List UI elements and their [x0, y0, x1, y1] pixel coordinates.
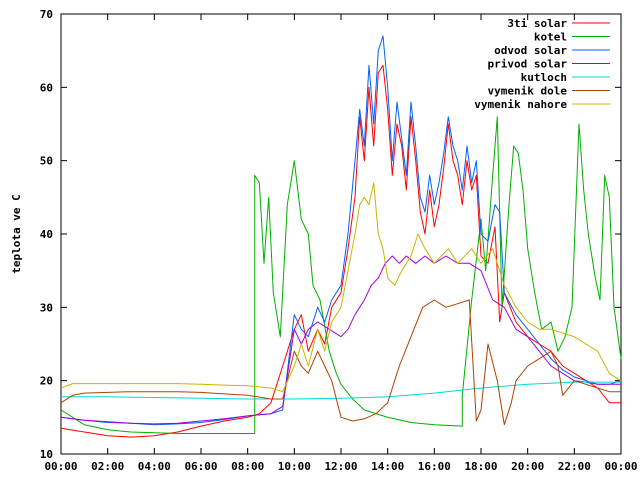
x-tick-label: 10:00 [278, 460, 311, 473]
series-line-vymenik-nahore [60, 182, 622, 393]
x-tick-label: 04:00 [138, 460, 171, 473]
y-tick-label: 50 [40, 155, 53, 168]
y-tick-label: 70 [40, 8, 53, 21]
legend-label: odvod solar [494, 44, 567, 57]
series-line-kotel [60, 116, 622, 434]
y-tick-label: 30 [40, 301, 53, 314]
y-axis-title: teplota ve C [10, 194, 23, 273]
x-tick-label: 08:00 [231, 460, 264, 473]
y-tick-label: 60 [40, 81, 53, 94]
x-tick-label: 12:00 [324, 460, 357, 473]
x-tick-label: 02:00 [91, 460, 124, 473]
legend-label: privod solar [488, 58, 568, 71]
series-line-vymenik-dole [60, 299, 621, 426]
x-tick-label: 16:00 [418, 460, 451, 473]
legend-label: vymenik dole [488, 85, 568, 98]
series-line-3ti-solar [60, 64, 621, 438]
series-line-odvod-solar [60, 35, 622, 426]
x-tick-label: 14:00 [371, 460, 404, 473]
x-tick-label: 06:00 [184, 460, 217, 473]
x-tick-label: 20:00 [511, 460, 544, 473]
series-layer [60, 35, 622, 438]
legend-label: kutloch [521, 71, 567, 84]
y-tick-label: 20 [40, 375, 53, 388]
x-tick-label: 22:00 [558, 460, 591, 473]
series-line-kutloch [61, 381, 621, 400]
x-tick-label: 00:00 [44, 460, 77, 473]
legend-label: kotel [534, 31, 567, 44]
y-axis: 10 20 30 40 50 60 70 [40, 8, 621, 461]
legend-label: 3ti solar [507, 17, 567, 30]
x-tick-label: 00:00 [604, 460, 637, 473]
legend-label: vymenik nahore [474, 98, 567, 111]
x-tick-label: 18:00 [464, 460, 497, 473]
y-tick-label: 40 [40, 228, 53, 241]
y-tick-label: 10 [40, 448, 53, 461]
x-axis: 00:00 02:00 04:00 06:00 08:00 10:00 12:00 14:00… [44, 14, 638, 473]
